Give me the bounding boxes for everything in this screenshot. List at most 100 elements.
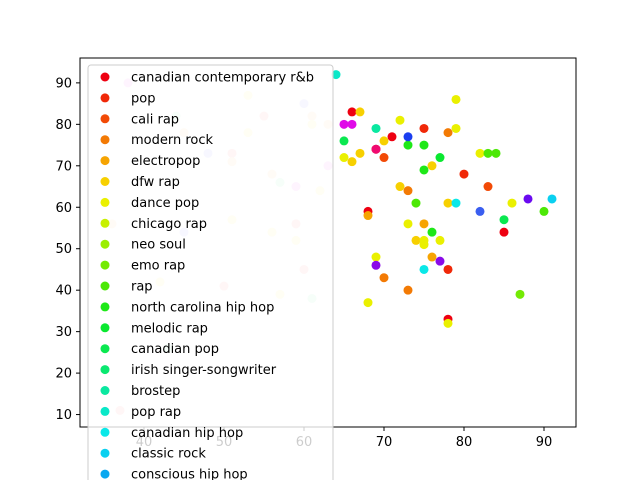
data-point — [403, 140, 413, 150]
data-point — [347, 157, 357, 167]
legend-label: pop — [131, 91, 155, 106]
data-point — [443, 128, 453, 138]
data-point — [435, 235, 445, 245]
data-point — [499, 227, 509, 237]
legend-label: rap — [131, 280, 153, 295]
data-point — [371, 123, 381, 133]
legend-label: conscious hip hop — [131, 468, 248, 480]
legend-label: cali rap — [131, 112, 179, 127]
legend-marker — [100, 365, 110, 375]
data-point — [339, 136, 349, 146]
data-point — [347, 119, 357, 129]
data-point — [403, 132, 413, 142]
data-point — [339, 153, 349, 163]
data-point — [363, 298, 373, 308]
legend-label: canadian pop — [131, 342, 219, 357]
data-point — [379, 136, 389, 146]
legend-label: modern rock — [131, 133, 214, 148]
legend-marker — [100, 281, 110, 291]
data-point — [499, 215, 509, 225]
legend-label: north carolina hip hop — [131, 300, 274, 315]
legend-marker — [100, 239, 110, 249]
data-point — [419, 235, 429, 245]
data-point — [419, 264, 429, 274]
data-point — [523, 194, 533, 204]
legend-label: emo rap — [131, 259, 185, 274]
data-point — [451, 94, 461, 104]
legend-label: brostep — [131, 384, 180, 399]
data-point — [379, 273, 389, 283]
y-axis: 10 20 30 40 50 60 70 80 90 — [55, 76, 80, 423]
data-point — [483, 182, 493, 192]
data-point — [363, 211, 373, 221]
legend-marker — [100, 72, 110, 82]
legend-marker — [100, 135, 110, 145]
data-point — [451, 198, 461, 208]
data-point — [459, 169, 469, 179]
legend-marker — [100, 218, 110, 228]
data-point — [331, 70, 341, 80]
legend-label: neo soul — [131, 238, 186, 253]
data-point — [427, 227, 437, 237]
data-point — [443, 264, 453, 274]
data-point — [483, 148, 493, 158]
points-layer — [331, 70, 557, 328]
data-point — [411, 235, 421, 245]
legend-label: chicago rap — [131, 217, 207, 232]
data-point — [435, 256, 445, 266]
legend-marker — [100, 427, 110, 437]
legend-label: pop rap — [131, 405, 181, 420]
data-point — [355, 107, 365, 117]
data-point — [403, 285, 413, 295]
y-tick-label: 80 — [55, 118, 72, 133]
y-tick-label: 30 — [55, 325, 72, 340]
data-point — [443, 198, 453, 208]
legend-marker — [100, 302, 110, 312]
legend-marker — [100, 344, 110, 354]
data-point — [547, 194, 557, 204]
legend-marker — [100, 469, 110, 479]
data-point — [475, 148, 485, 158]
data-point — [419, 123, 429, 133]
legend-marker — [100, 197, 110, 207]
data-point — [419, 140, 429, 150]
legend-marker — [100, 177, 110, 186]
data-point — [387, 132, 397, 142]
data-point — [411, 198, 421, 208]
data-point — [539, 206, 549, 216]
data-point — [507, 198, 517, 208]
data-point — [371, 252, 381, 262]
legend-marker — [100, 448, 110, 458]
data-point — [419, 165, 429, 175]
legend-label: canadian hip hop — [131, 426, 243, 441]
legend-marker — [100, 386, 110, 395]
data-point — [515, 289, 525, 299]
data-point — [347, 107, 357, 117]
data-point — [443, 318, 453, 328]
y-tick-label: 70 — [55, 159, 72, 174]
data-point — [427, 161, 437, 171]
legend-marker — [100, 260, 110, 270]
legend-label: irish singer-songwriter — [131, 363, 277, 378]
legend-label: canadian contemporary r&b — [131, 71, 314, 86]
data-point — [451, 123, 461, 133]
data-point — [435, 153, 445, 163]
y-tick-label: 40 — [55, 284, 72, 299]
legend-marker — [100, 156, 110, 166]
data-point — [339, 119, 349, 129]
legend-label: melodic rap — [131, 321, 208, 336]
data-point — [403, 219, 413, 229]
y-tick-label: 60 — [55, 201, 72, 216]
x-tick-label: 80 — [456, 435, 473, 450]
y-tick-label: 20 — [55, 367, 72, 382]
y-tick-label: 10 — [55, 408, 72, 423]
legend-label: dfw rap — [131, 175, 180, 190]
legend-label: classic rock — [131, 447, 206, 462]
x-tick-label: 70 — [376, 435, 393, 450]
data-point — [491, 148, 501, 158]
data-point — [371, 260, 381, 270]
legend-marker — [100, 406, 110, 416]
data-point — [427, 252, 437, 262]
data-point — [379, 153, 389, 163]
